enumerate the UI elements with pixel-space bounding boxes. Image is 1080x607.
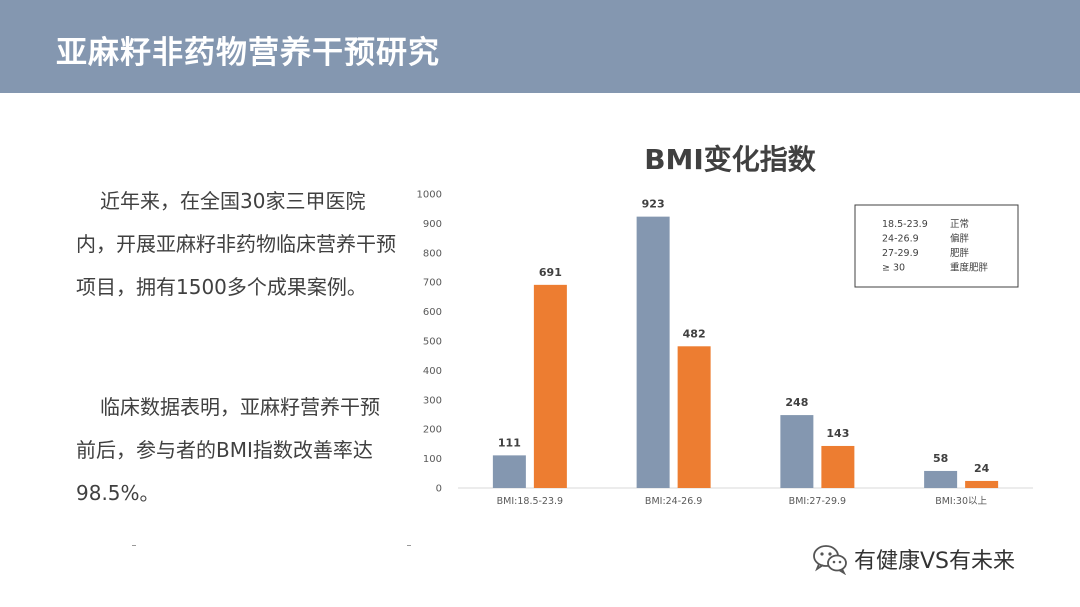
data-label: 143: [826, 427, 849, 440]
legend-label: 重度肥胖: [950, 262, 989, 274]
legend-range: 24-26.9: [882, 234, 919, 245]
page-title: 亚麻籽非药物营养干预研究: [56, 35, 440, 71]
x-tick-label: BMI:18.5-23.9: [497, 496, 563, 507]
data-label: 482: [683, 327, 706, 340]
y-tick-label: 700: [423, 278, 442, 289]
intro-text: 近年来，在全国30家三甲医院内，开展亚麻籽非药物临床营养干预项目，拥有1500多…: [76, 189, 396, 299]
legend-range: 18.5-23.9: [882, 219, 928, 230]
x-tick-label: BMI:27-29.9: [789, 496, 846, 507]
header-bar: 亚麻籽非药物营养干预研究: [0, 0, 1080, 93]
legend-label: 肥胖: [950, 248, 970, 259]
y-tick-label: 400: [423, 366, 442, 377]
legend-label: 偏胖: [950, 233, 970, 245]
data-label: 691: [539, 266, 562, 279]
intro-paragraph: 近年来，在全国30家三甲医院内，开展亚麻籽非药物临床营养干预项目，拥有1500多…: [76, 180, 396, 309]
legend-label: 正常: [950, 218, 969, 230]
y-tick-label: 500: [423, 337, 442, 348]
data-label: 24: [974, 462, 990, 475]
data-label: 248: [785, 396, 808, 409]
y-tick-label: 200: [423, 425, 442, 436]
bar: [677, 346, 711, 488]
bar: [924, 470, 958, 488]
bar: [533, 284, 567, 488]
watermark: 有健康VS有未来: [812, 541, 1015, 577]
x-tick-label: BMI:30以上: [935, 496, 987, 507]
legend-box: [854, 204, 1019, 288]
chart-title: BMI变化指数: [644, 143, 816, 176]
y-tick-label: 0: [436, 484, 442, 495]
y-tick-label: 900: [423, 219, 442, 230]
data-label: 923: [642, 198, 665, 211]
x-tick-label: BMI:24-26.9: [645, 496, 702, 507]
divider-mark: [407, 545, 411, 546]
legend-range: 27-29.9: [882, 248, 919, 259]
result-text: 临床数据表明，亚麻籽营养干预前后，参与者的BMI指数改善率达98.5%。: [76, 395, 380, 505]
bar: [636, 216, 670, 488]
y-tick-label: 600: [423, 307, 442, 318]
data-label: 111: [498, 436, 521, 449]
bmi-bar-chart: 0 100 200 300 400 500 600 700 800 900 1000 111 691 BM…: [417, 190, 1033, 507]
y-tick-label: 300: [423, 395, 442, 406]
wechat-icon: [813, 545, 847, 575]
data-label: 58: [933, 452, 948, 465]
y-tick-label: 800: [423, 248, 442, 259]
result-paragraph: 临床数据表明，亚麻籽营养干预前后，参与者的BMI指数改善率达98.5%。: [76, 386, 396, 515]
divider-mark: [132, 545, 136, 546]
legend-range: ≥ 30: [882, 263, 905, 274]
bar: [821, 445, 855, 488]
y-tick-label: 100: [423, 454, 442, 465]
watermark-text: 有健康VS有未来: [854, 549, 1016, 574]
bar: [965, 480, 999, 488]
bar: [492, 455, 526, 488]
y-tick-label: 1000: [417, 190, 442, 201]
bar: [780, 415, 814, 488]
